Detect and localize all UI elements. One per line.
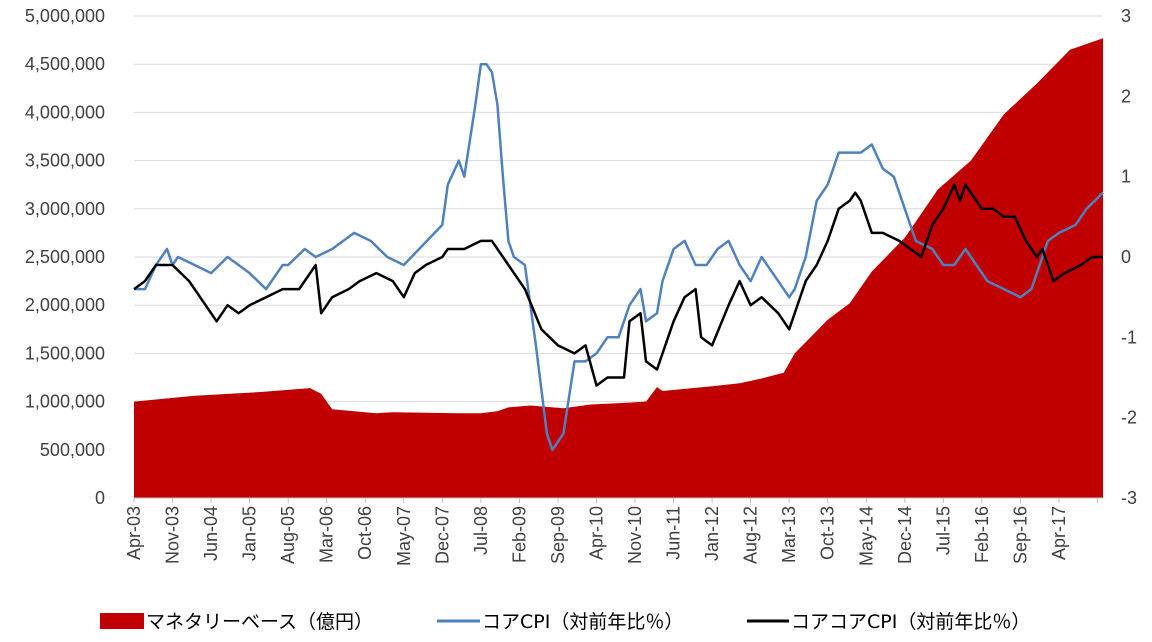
cpi-line-layer xyxy=(133,62,1104,452)
x-tick-jul-15: Jul-15 xyxy=(933,506,953,555)
right-axis-tick-labels: -3 -2 -1 0 1 2 3 xyxy=(1121,6,1137,508)
core-core-cpi-line xyxy=(133,183,1103,387)
x-axis-tick-labels: Apr-03 Nov-03 Jun-04 Jan-05 Aug-05 Mar-06 Oct-… xyxy=(124,506,1069,566)
y-left-tick-0: 0 xyxy=(95,488,105,508)
y-right-tick-minus-2: -2 xyxy=(1121,408,1137,428)
monetary-base-area xyxy=(134,38,1103,498)
y-right-tick-0: 0 xyxy=(1121,247,1131,267)
y-left-tick-500000: 500,000 xyxy=(40,440,105,460)
x-tick-feb-16: Feb-16 xyxy=(972,506,992,563)
x-tick-aug-05: Aug-05 xyxy=(278,506,298,564)
x-tick-oct-13: Oct-13 xyxy=(818,506,838,560)
x-tick-jun-11: Jun-11 xyxy=(664,506,684,560)
y-left-tick-1000000: 1,000,000 xyxy=(25,392,105,412)
y-right-tick-2: 2 xyxy=(1121,86,1131,106)
x-tick-aug-12: Aug-12 xyxy=(741,506,761,564)
legend: マネタリーベース（億円） コアCPI（対前年比％） コアコアCPI（対前年比％） xyxy=(100,611,1030,633)
x-tick-apr-17: Apr-17 xyxy=(1049,506,1069,560)
x-tick-feb-09: Feb-09 xyxy=(509,506,529,563)
x-tick-nov-10: Nov-10 xyxy=(625,506,645,564)
x-tick-dec-14: Dec-14 xyxy=(895,506,915,564)
x-tick-dec-07: Dec-07 xyxy=(432,506,452,564)
x-tick-nov-03: Nov-03 xyxy=(163,506,183,564)
x-tick-jan-12: Jan-12 xyxy=(702,506,722,561)
x-tick-jan-05: Jan-05 xyxy=(240,506,260,561)
y-left-tick-2500000: 2,500,000 xyxy=(25,247,105,267)
y-left-tick-2000000: 2,000,000 xyxy=(25,295,105,315)
y-right-tick-1: 1 xyxy=(1121,167,1131,187)
y-left-tick-4500000: 4,500,000 xyxy=(25,54,105,74)
legend-label-core-core-cpi: コアコアCPI（対前年比％） xyxy=(791,611,1030,633)
x-tick-jul-08: Jul-08 xyxy=(471,506,491,555)
x-tick-may-14: May-14 xyxy=(856,506,876,566)
x-tick-sep-16: Sep-16 xyxy=(1010,506,1030,564)
core-cpi-line xyxy=(134,62,1104,452)
left-axis-tick-labels: 0 500,000 1,000,000 1,500,000 2,000,000 2,500… xyxy=(25,6,105,508)
x-tick-may-07: May-07 xyxy=(394,506,414,566)
y-left-tick-3000000: 3,000,000 xyxy=(25,199,105,219)
x-tick-oct-06: Oct-06 xyxy=(355,506,375,560)
y-left-tick-4000000: 4,000,000 xyxy=(25,102,105,122)
legend-swatch-monetary-base xyxy=(100,613,144,629)
y-left-tick-5000000: 5,000,000 xyxy=(25,6,105,26)
legend-label-core-cpi: コアCPI（対前年比％） xyxy=(482,611,683,633)
y-left-tick-1500000: 1,500,000 xyxy=(25,343,105,363)
x-tick-sep-09: Sep-09 xyxy=(548,506,568,564)
y-right-tick-minus-1: -1 xyxy=(1121,327,1137,347)
x-tick-mar-06: Mar-06 xyxy=(317,506,337,563)
y-right-tick-minus-3: -3 xyxy=(1121,488,1137,508)
y-right-tick-3: 3 xyxy=(1121,6,1131,26)
x-tick-mar-13: Mar-13 xyxy=(779,506,799,563)
y-left-tick-3500000: 3,500,000 xyxy=(25,151,105,171)
axes xyxy=(133,497,1103,503)
x-tick-apr-03: Apr-03 xyxy=(124,506,144,560)
monetary-base-area-layer xyxy=(134,38,1103,498)
x-tick-apr-10: Apr-10 xyxy=(586,506,606,560)
x-tick-jun-04: Jun-04 xyxy=(201,506,221,561)
legend-label-monetary-base: マネタリーベース（億円） xyxy=(146,611,373,633)
